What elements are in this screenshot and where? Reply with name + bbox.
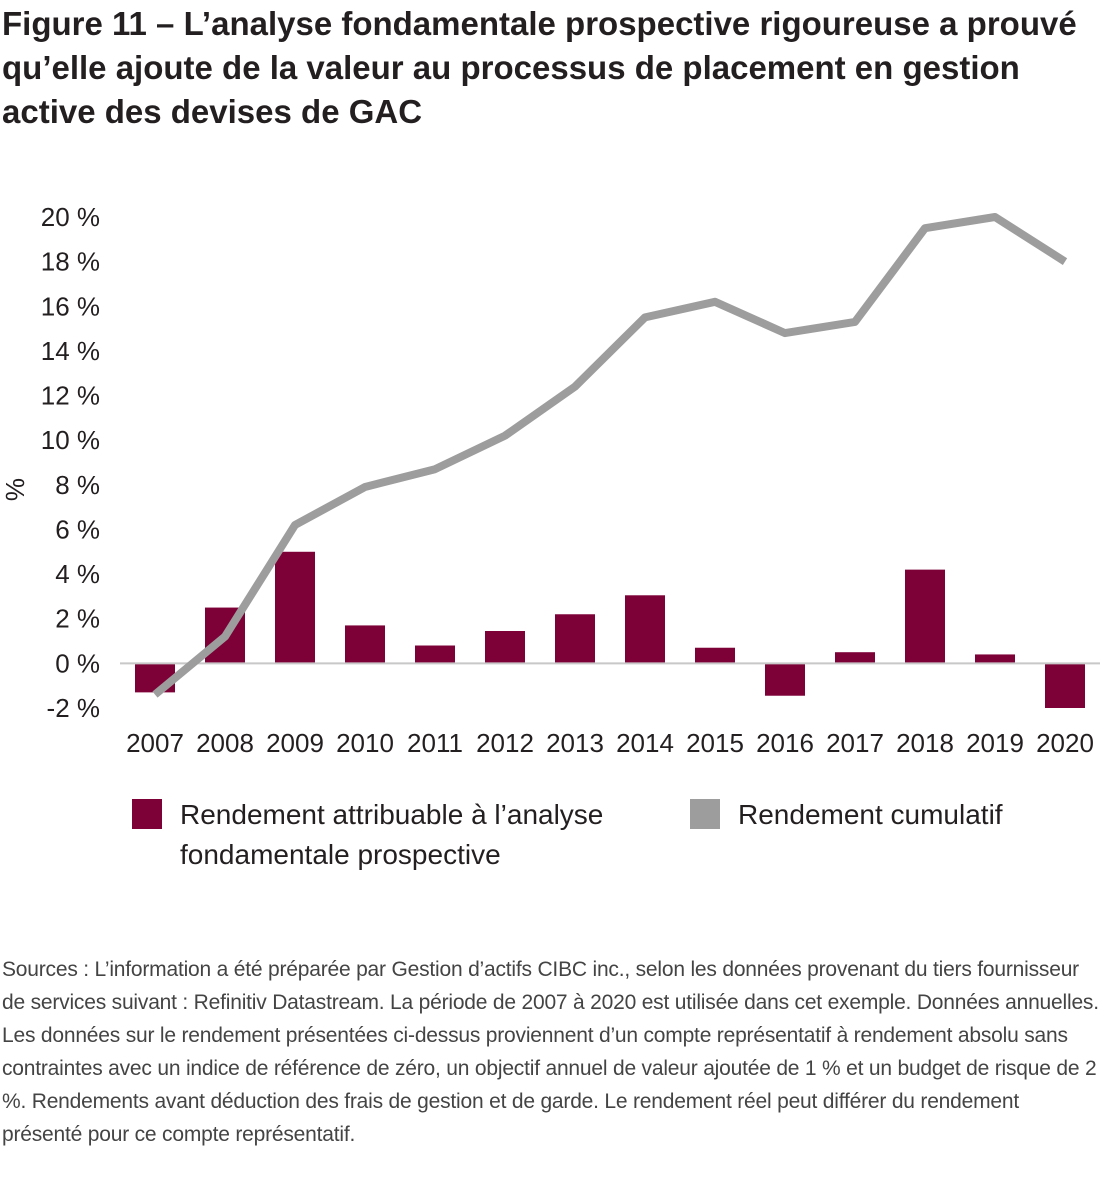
x-tick-label-2015: 2015 [686,728,744,758]
y-tick-label: -2 % [47,693,100,723]
x-tick-label-2007: 2007 [126,728,184,758]
bar-2016 [765,663,805,696]
bar-2020 [1045,663,1085,708]
legend-swatch-line [690,799,720,829]
y-tick-label: 14 % [41,336,100,366]
bar-2018 [905,569,945,664]
legend-label-line: Rendement cumulatif [738,799,1003,830]
x-tick-label-2012: 2012 [476,728,534,758]
bar-2012 [485,631,525,664]
legend-swatch-bar [132,799,162,829]
y-tick-label: 18 % [41,247,100,277]
y-tick-label: 2 % [55,604,100,634]
y-tick-label: 0 % [55,648,100,678]
y-tick-label: 12 % [41,381,100,411]
legend: Rendement attribuable à l’analyse fondam… [0,795,1118,895]
bar-2017 [835,652,875,664]
legend-item-bar: Rendement attribuable à l’analyse fondam… [132,795,650,875]
legend-item-line: Rendement cumulatif [690,795,1003,835]
source-notes: Sources : L’information a été préparée p… [2,958,1099,1146]
chart-title: Figure 11 – L’analyse fondamentale prosp… [2,5,1077,130]
x-tick-label-2013: 2013 [546,728,604,758]
x-tick-label-2016: 2016 [756,728,814,758]
y-tick-label: 16 % [41,291,100,321]
bar-2009 [275,551,315,664]
legend-label-bar: Rendement attribuable à l’analyse fondam… [180,799,604,870]
bar-2011 [415,645,455,664]
y-tick-label: 20 % [41,202,100,232]
bar-2019 [975,654,1015,664]
x-tick-label-2009: 2009 [266,728,324,758]
chart-area: 20 % 18 % 16 % 14 % 12 % 10 % 8 % 6 % 4 % 2 % 0 % -… [0,202,1100,758]
bar-2014 [625,595,665,664]
x-tick-label-2011: 2011 [407,728,463,758]
y-tick-label: 6 % [55,514,100,544]
x-tick-label-2010: 2010 [336,728,394,758]
bar-2013 [555,614,595,664]
x-tick-label-2020: 2020 [1036,728,1094,758]
y-tick-label: 10 % [41,425,100,455]
y-tick-label: 8 % [55,470,100,500]
cumulative-return-line [152,213,1068,698]
x-tick-label-2019: 2019 [966,728,1024,758]
bar-2010 [345,625,385,664]
bar-2015 [695,647,735,664]
x-tick-label-2008: 2008 [196,728,254,758]
y-tick-label: 4 % [55,559,100,589]
y-axis-title: % [0,478,30,501]
x-tick-label-2014: 2014 [616,728,674,758]
x-tick-label-2017: 2017 [826,728,884,758]
x-tick-label-2018: 2018 [896,728,954,758]
